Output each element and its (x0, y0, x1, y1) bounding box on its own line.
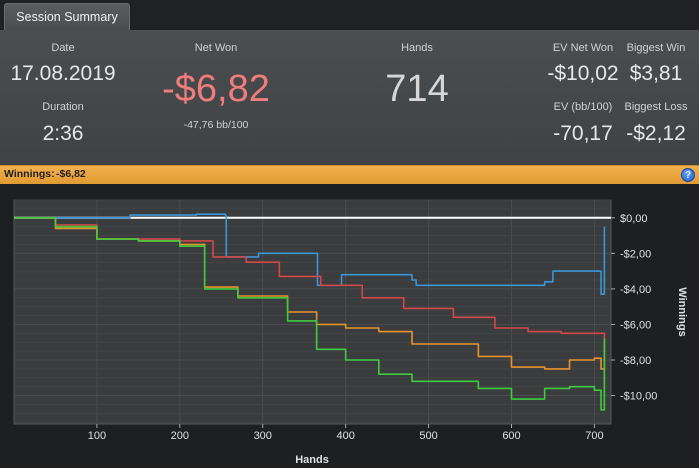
x-axis-label: Hands (295, 454, 329, 466)
net-won-value: -$6,82 (162, 68, 270, 110)
series-line-green (14, 216, 606, 411)
x-tick-label: 400 (336, 430, 354, 442)
help-icon[interactable]: ? (681, 168, 695, 182)
duration-value: 2:36 (42, 122, 84, 145)
x-tick-label: 100 (88, 430, 106, 442)
x-tick-label: 700 (585, 430, 603, 442)
x-tick-label: 500 (419, 430, 437, 442)
tab-bar: Session Summary (0, 0, 699, 30)
winnings-value: -$6,82 (56, 168, 86, 180)
x-axis-ticks: 100 200 300 400 500 600 700 (88, 424, 604, 442)
hands-value: 714 (385, 68, 449, 110)
biggest-loss-label: Biggest Loss (624, 101, 688, 113)
y-tick-label: -$10,00 (620, 391, 657, 403)
date-label: Date (51, 42, 75, 54)
winnings-chart-svg: 100 200 300 400 500 600 700 $0,00 -$2,00 -$4,00 -… (13, 199, 688, 466)
y-tick-label: $0,00 (620, 213, 648, 225)
tab-session-summary[interactable]: Session Summary (4, 3, 130, 30)
ev-net-won-value: -$10,02 (547, 62, 619, 85)
duration-label: Duration (42, 101, 84, 113)
series-lines (14, 213, 606, 411)
net-won-bb100: -47,76 bb/100 (183, 119, 249, 131)
winnings-chart: 100 200 300 400 500 600 700 $0,00 -$2,00 -$4,00 -… (0, 184, 699, 468)
y-tick-label: -$8,00 (620, 355, 651, 367)
x-tick-label: 600 (502, 430, 520, 442)
winnings-label: Winnings: (4, 168, 55, 180)
y-tick-label: -$4,00 (620, 284, 651, 296)
hands-label: Hands (401, 42, 433, 54)
ev-bb100-value: -70,17 (553, 122, 613, 145)
summary-panel: Date 17.08.2019 Duration 2:36 Net Won -$… (0, 30, 699, 165)
y-axis-label: Winnings (676, 287, 688, 336)
ev-bb100-label: EV (bb/100) (553, 101, 613, 113)
date-value: 17.08.2019 (10, 62, 116, 85)
y-tick-label: -$6,00 (620, 319, 651, 331)
biggest-loss-value: -$2,12 (626, 122, 686, 145)
biggest-win-label: Biggest Win (626, 42, 686, 54)
x-tick-label: 300 (254, 430, 272, 442)
winnings-bar: Winnings: -$6,82 ? (0, 165, 699, 184)
y-axis-ticks: $0,00 -$2,00 -$4,00 -$6,00 -$8,00 -$10,00 (611, 213, 657, 403)
x-tick-label: 200 (171, 430, 189, 442)
y-tick-label: -$2,00 (620, 248, 651, 260)
net-won-label: Net Won (194, 42, 238, 54)
ev-net-won-label: EV Net Won (552, 42, 614, 54)
biggest-win-value: $3,81 (629, 62, 683, 85)
